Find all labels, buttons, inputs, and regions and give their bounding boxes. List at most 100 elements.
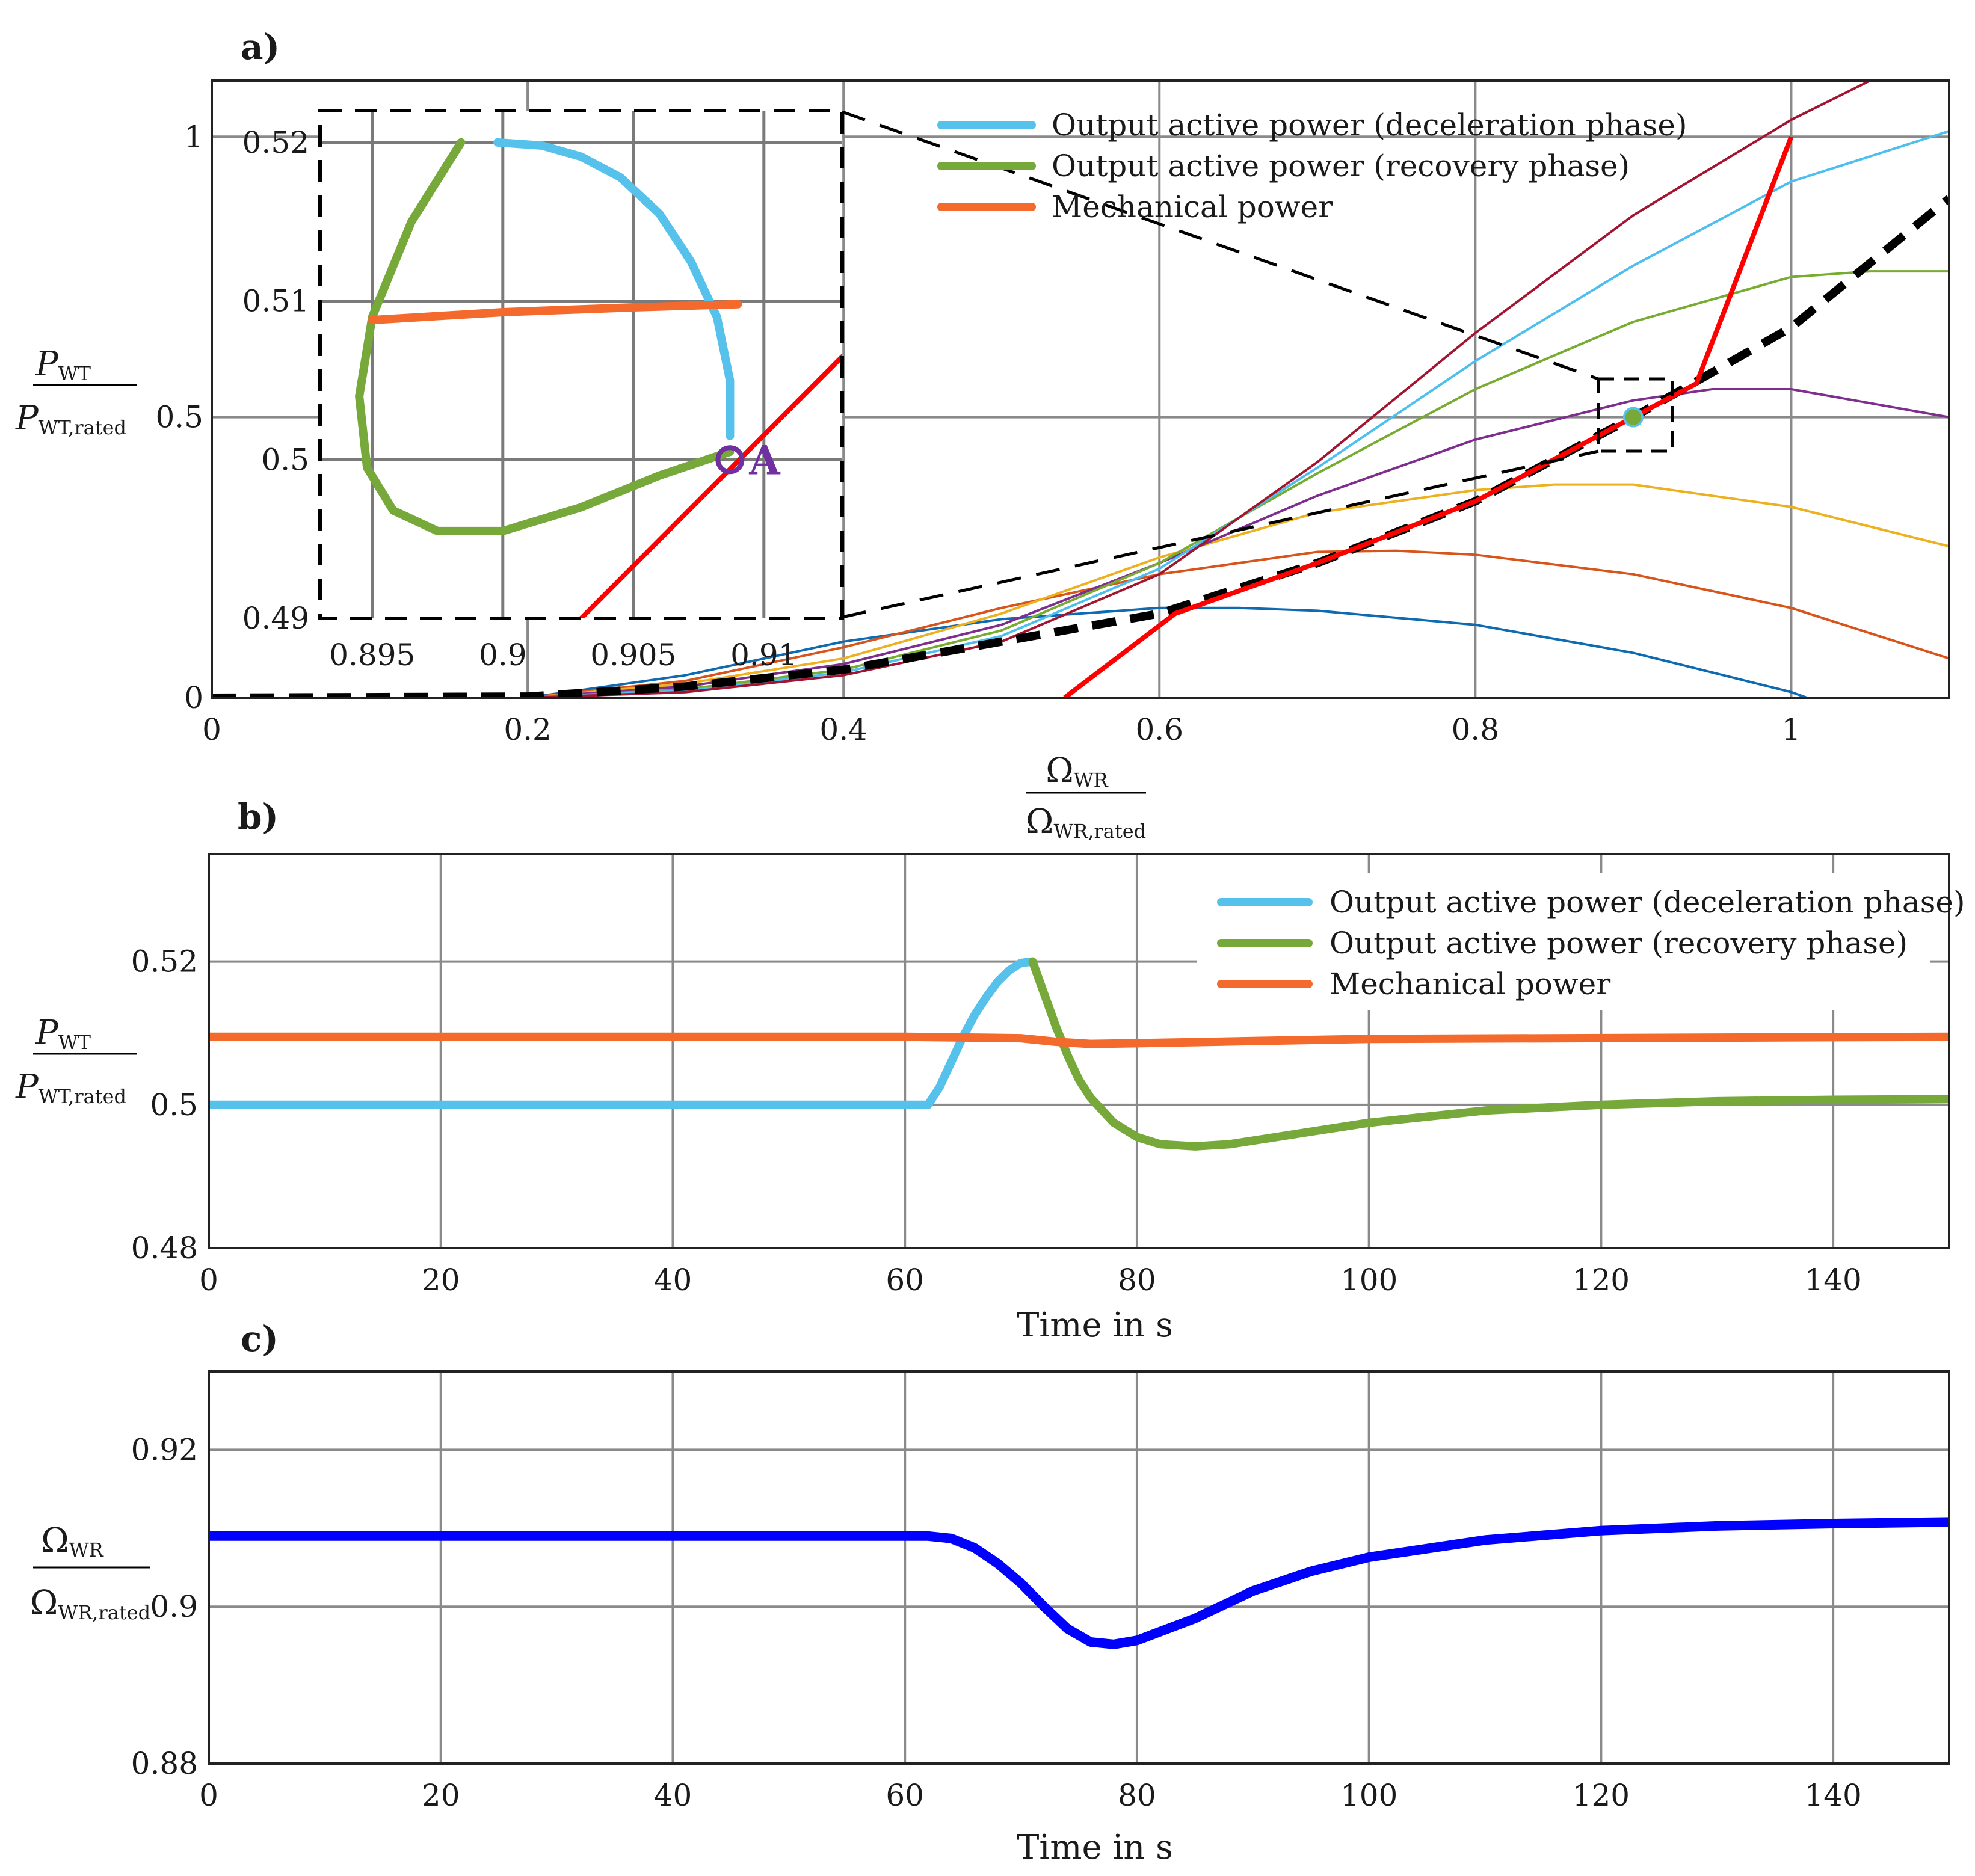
svg-text:PWT: PWT (35, 1013, 91, 1054)
panel-a-frame (211, 79, 1950, 699)
panel-c-ytick-label: 0.9 (150, 1589, 198, 1624)
panel-b-xtick-label: 0 (199, 1262, 218, 1297)
inset-background (320, 111, 842, 618)
ylabel-b-num-sub: WT (58, 1031, 91, 1054)
ylabel-a-num: P (35, 345, 59, 384)
inset-series-line (368, 300, 742, 325)
panel-b-xtick-label: 100 (1340, 1262, 1397, 1297)
legend-a-label: Mechanical power (1052, 189, 1333, 224)
panel-c-xtick-label: 100 (1340, 1778, 1397, 1813)
panel-b-ylabel: PWT PWT,rated (15, 1013, 137, 1108)
panel-b-xtick-label: 120 (1573, 1262, 1630, 1297)
inset-series-line (355, 138, 735, 535)
panel-b-xtick-label: 140 (1804, 1262, 1861, 1297)
ylabel-a-num-sub: WT (58, 362, 91, 385)
panel-b-xtick-label: 60 (886, 1262, 924, 1297)
inset-series-line (579, 354, 842, 618)
panel-c-ticks: 0 20 40 60 80 100 120 140 0.88 0.9 0.92 (131, 1432, 1862, 1813)
panel-c-series-line (209, 1517, 1949, 1649)
panel-c-ylabel: ΩWR ΩWR,rated (30, 1521, 150, 1624)
inset-ytick-label: 0.49 (242, 601, 309, 636)
inset-ticks: 0.895 0.9 0.905 0.91 0.49 0.5 0.51 0.52 (242, 125, 798, 672)
inset-ytick-label: 0.52 (242, 125, 309, 160)
operating-point-dot (1622, 407, 1644, 428)
power-curve (212, 81, 1871, 698)
panel-c-ytick-label: 0.92 (131, 1432, 198, 1467)
panel-b-ytick-label: 0.48 (131, 1231, 198, 1266)
panel-b-xtick-label: 20 (422, 1262, 460, 1297)
legend-b-background (1197, 873, 1930, 1010)
xlabel-a-num-sub: WR (1074, 769, 1109, 792)
ylabel-c-num: Ω (41, 1521, 69, 1560)
inset-xtick-label: 0.905 (590, 638, 676, 672)
inset-curves (355, 138, 842, 618)
panel-b-ytick-label: 0.5 (150, 1087, 198, 1122)
panel-c-plot-area (209, 1371, 1949, 1764)
ylabel-c-den: Ω (30, 1584, 58, 1623)
inset-ytick-label: 0.51 (242, 284, 309, 319)
legend-b-label: Output active power (recovery phase) (1330, 926, 1908, 961)
panel-b-curves (209, 957, 1949, 1151)
panel-a-xtick-label: 0.6 (1136, 712, 1184, 747)
ylabel-a-den-sub: WT,rated (39, 416, 126, 439)
control-line (1063, 135, 1794, 698)
panel-b-ytick-label: 0.52 (131, 944, 198, 979)
panel-b-xtick-label: 80 (1118, 1262, 1156, 1297)
panel-a-ticks: 0 0.2 0.4 0.6 0.8 100.51 (155, 119, 1801, 747)
panel-b-frame (208, 853, 1950, 1249)
panel-a-label: a) (241, 26, 280, 67)
legend-b-label: Output active power (deceleration phase) (1330, 885, 1965, 920)
panel-a-ytick-label: 1 (184, 119, 203, 154)
power-curve (212, 606, 1949, 698)
panel-c-xtick-label: 60 (886, 1778, 924, 1813)
panel-a: a) 0 0.2 0.4 0.6 0.8 100.51 0.895 0.9 0.905 0.91… (15, 26, 1950, 843)
inset-xtick-label: 0.91 (730, 638, 797, 672)
zoom-connector-bottom (842, 449, 1599, 619)
panel-c-frame (208, 1370, 1950, 1765)
legend-a-label: Output active power (recovery phase) (1052, 149, 1630, 183)
ylabel-c-den-sub: WR,rated (58, 1601, 150, 1624)
panel-c-xtick-label: 0 (199, 1778, 218, 1813)
ylabel-b-num: P (35, 1013, 59, 1053)
panel-a-ytick-label: 0 (184, 680, 203, 715)
panel-c-ytick-label: 0.88 (131, 1746, 198, 1781)
panel-c-xtick-label: 20 (422, 1778, 460, 1813)
panel-b-series-line (1028, 957, 1949, 1151)
svg-text:ΩWR,rated: ΩWR,rated (1026, 802, 1146, 843)
operating-point-marker (715, 445, 745, 475)
svg-text:PWT: PWT (35, 345, 91, 385)
power-curve (212, 549, 1949, 698)
inset-grid (320, 111, 842, 618)
panel-a-xlabel: ΩWR ΩWR,rated (1026, 751, 1146, 843)
xlabel-a-den: Ω (1026, 802, 1053, 841)
panel-c-label: c) (241, 1318, 279, 1359)
zoom-connector-top (842, 110, 1599, 381)
xlabel-a-num: Ω (1046, 751, 1073, 790)
inset-xtick-label: 0.895 (329, 638, 415, 672)
inset-ytick-label: 0.5 (261, 442, 309, 477)
panel-b-xtick-label: 40 (654, 1262, 692, 1297)
panel-a-legend: Output active power (deceleration phase)… (937, 108, 1687, 224)
legend-b-label: Mechanical power (1330, 967, 1610, 1001)
panel-b-xlabel: Time in s (1017, 1306, 1173, 1345)
panel-a-xtick-label: 1 (1782, 712, 1801, 747)
xlabel-a-den-sub: WR,rated (1053, 820, 1146, 843)
panel-c-xtick-label: 40 (654, 1778, 692, 1813)
svg-text:ΩWR: ΩWR (41, 1521, 103, 1561)
panel-a-xtick-label: 0 (202, 712, 221, 747)
panel-a-ytick-label: 0.5 (155, 400, 203, 435)
panel-a-xtick-label: 0.2 (504, 712, 552, 747)
panel-c-curves (209, 1517, 1949, 1649)
inset-frame (318, 109, 844, 620)
zoom-box (1597, 377, 1674, 453)
panel-a-ylabel: PWT P WT,rated (15, 345, 137, 439)
ylabel-c-num-sub: WR (69, 1539, 104, 1561)
ylabel-b-den: P (15, 1068, 39, 1107)
inset-series-line (493, 138, 735, 440)
panel-b-legend: Output active power (deceleration phase)… (1197, 873, 1965, 1010)
panel-b-label: b) (238, 796, 279, 837)
panel-c-xtick-label: 80 (1118, 1778, 1156, 1813)
operating-point-label: A (748, 437, 780, 484)
